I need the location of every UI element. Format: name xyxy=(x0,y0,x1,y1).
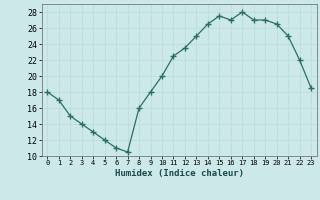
X-axis label: Humidex (Indice chaleur): Humidex (Indice chaleur) xyxy=(115,169,244,178)
